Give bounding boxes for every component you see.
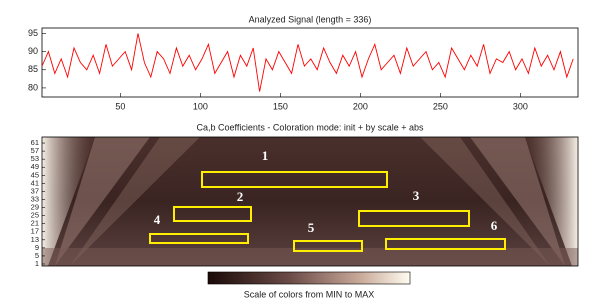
x-tick-label: 150 bbox=[273, 101, 288, 111]
y-tick-label: 45 bbox=[31, 170, 39, 179]
y-tick-label: 9 bbox=[35, 243, 39, 252]
x-tick-label: 100 bbox=[193, 101, 208, 111]
x-tick-label: 50 bbox=[115, 101, 125, 111]
x-tick-label: 200 bbox=[353, 101, 368, 111]
y-tick-label: 5 bbox=[35, 251, 39, 260]
y-tick-label: 25 bbox=[31, 211, 39, 220]
y-tick-label: 1 bbox=[35, 259, 39, 268]
annotation-label: 6 bbox=[491, 218, 498, 233]
y-tick-label: 57 bbox=[31, 146, 39, 155]
y-tick-label: 41 bbox=[31, 178, 39, 187]
y-tick-label: 95 bbox=[28, 28, 38, 38]
y-tick-label: 80 bbox=[28, 82, 38, 92]
y-tick-label: 85 bbox=[28, 64, 38, 74]
annotation-label: 5 bbox=[308, 220, 315, 235]
colorbar-label: Scale of colors from MIN to MAX bbox=[244, 289, 375, 299]
y-tick-label: 37 bbox=[31, 186, 39, 195]
y-tick-label: 13 bbox=[31, 235, 39, 244]
annotation-label: 3 bbox=[413, 188, 420, 203]
page: {"chart_data": [ {"type": "line", "title… bbox=[0, 0, 597, 306]
x-tick-label: 300 bbox=[513, 101, 528, 111]
y-tick-label: 17 bbox=[31, 227, 39, 236]
y-tick-label: 61 bbox=[31, 138, 39, 147]
y-tick-label: 21 bbox=[31, 219, 39, 228]
annotation-label: 2 bbox=[237, 189, 244, 204]
y-tick-label: 33 bbox=[31, 194, 39, 203]
chart-title: Analyzed Signal (length = 336) bbox=[249, 14, 372, 24]
y-tick-label: 53 bbox=[31, 154, 39, 163]
x-tick-label: 250 bbox=[433, 101, 448, 111]
y-tick-label: 90 bbox=[28, 46, 38, 56]
annotation-label: 1 bbox=[262, 148, 269, 163]
y-tick-label: 49 bbox=[31, 162, 39, 171]
colorbar bbox=[208, 272, 410, 284]
annotation-label: 4 bbox=[154, 212, 161, 227]
signal-axes bbox=[42, 28, 578, 97]
coefficient-image bbox=[42, 137, 578, 266]
figure: Scale of colors from MIN to MAX Analyzed… bbox=[0, 0, 597, 306]
chart-title: Ca,b Coefficients - Coloration mode: ini… bbox=[197, 122, 424, 132]
y-tick-label: 29 bbox=[31, 203, 39, 212]
